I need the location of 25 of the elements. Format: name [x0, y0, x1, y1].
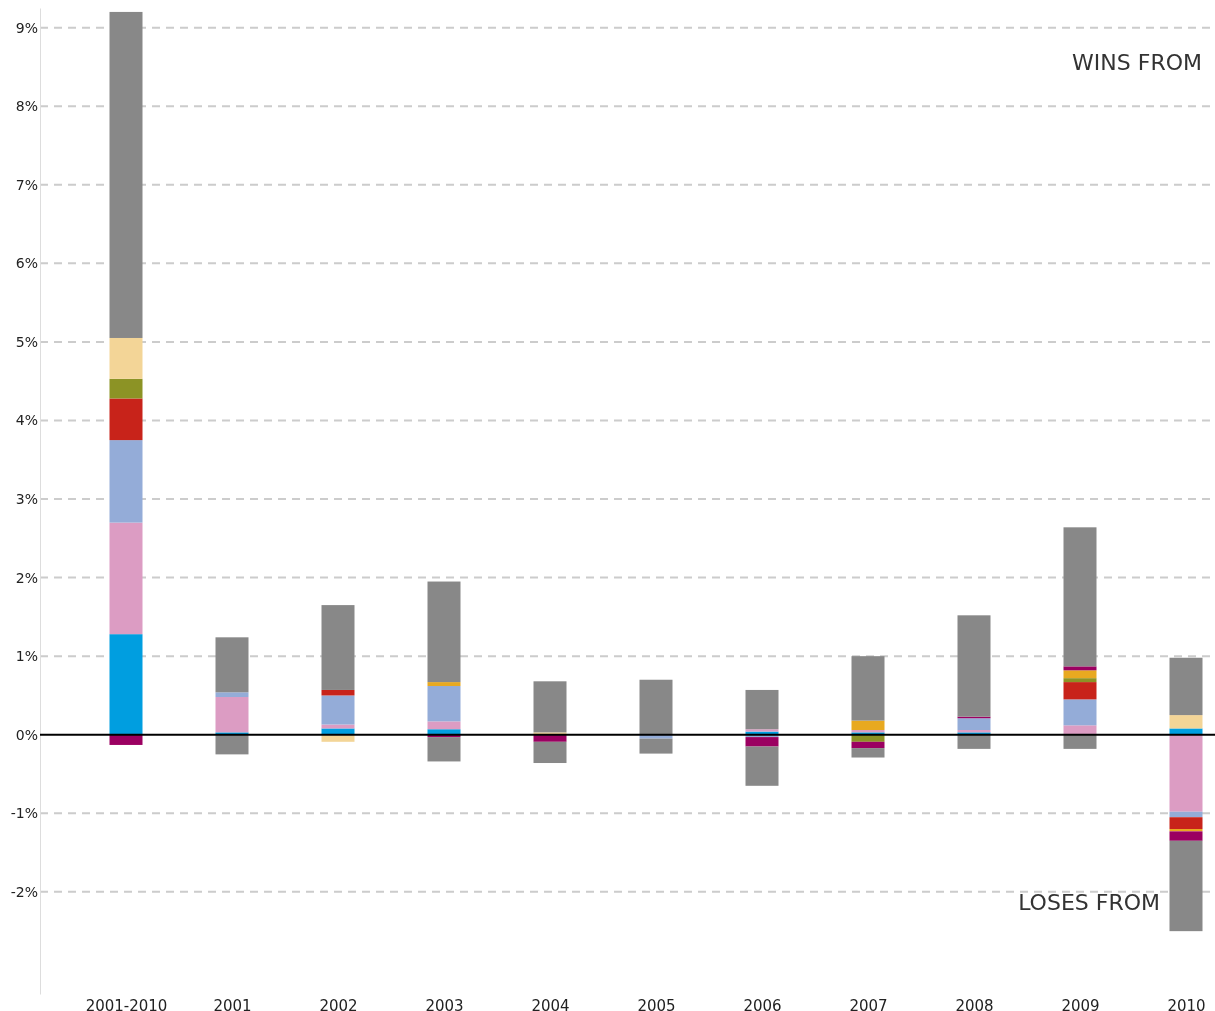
x-tick-label: 2007 — [849, 996, 888, 1011]
annotation: LOSES FROM — [1018, 890, 1160, 915]
x-tick-label: 2006 — [743, 996, 782, 1011]
y-tick-label: 4% — [15, 412, 38, 429]
y-tick-label: 5% — [15, 333, 38, 350]
x-tick-label: 2005 — [637, 996, 676, 1011]
y-tick-label: 8% — [15, 98, 38, 115]
x-tick-label: 2003 — [425, 996, 464, 1011]
y-tick-label: 7% — [15, 176, 38, 193]
x-tick-label: 2004 — [531, 996, 570, 1011]
x-tick-label: 2008 — [955, 996, 994, 1011]
x-tick-label: 2001 — [213, 996, 252, 1011]
y-tick-label: 6% — [15, 255, 38, 272]
x-tick-label: 2009 — [1061, 996, 1100, 1011]
y-tick-label: 9% — [15, 19, 38, 36]
y-tick-label: 0% — [15, 726, 38, 743]
y-tick-label: 3% — [15, 491, 38, 508]
annotation: WINS FROM — [1072, 50, 1202, 75]
x-tick-label: 2001-2010 — [85, 996, 168, 1011]
x-tick-label: 2010 — [1167, 996, 1206, 1011]
y-tick-label: 1% — [15, 648, 38, 665]
x-tick-label: 2002 — [319, 996, 358, 1011]
y-tick-label: 2% — [15, 569, 38, 586]
y-tick-label: -2% — [10, 883, 38, 900]
y-tick-label: -1% — [10, 805, 38, 822]
